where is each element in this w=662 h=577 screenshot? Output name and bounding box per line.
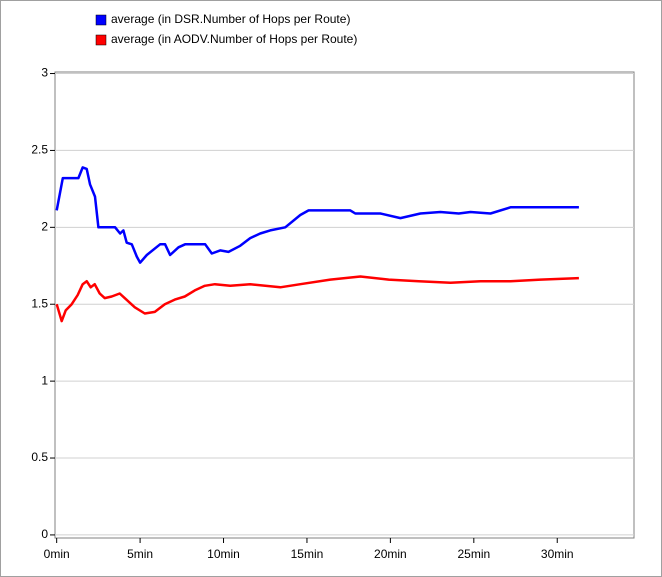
legend-label: average (in DSR.Number of Hops per Route…	[111, 12, 350, 26]
legend-label: average (in AODV.Number of Hops per Rout…	[111, 32, 357, 46]
y-tick-label: 1.5	[31, 296, 48, 310]
y-tick-label: 0.5	[31, 450, 48, 464]
x-tick-label: 0min	[44, 547, 70, 561]
y-tick-label: 2	[41, 220, 48, 234]
y-tick-label: 2.5	[31, 143, 48, 157]
series-line	[55, 275, 579, 323]
x-tick-label: 20min	[374, 547, 407, 561]
x-tick-label: 25min	[457, 547, 490, 561]
legend-swatch	[95, 34, 107, 46]
series-line	[55, 166, 579, 264]
x-tick-label: 15min	[291, 547, 324, 561]
y-tick-label: 0	[41, 527, 48, 541]
y-tick-label: 3	[41, 66, 48, 80]
legend-swatch	[95, 14, 107, 26]
plot-frame	[54, 71, 635, 539]
x-tick-label: 30min	[541, 547, 574, 561]
y-tick-label: 1	[41, 373, 48, 387]
x-tick-label: 10min	[207, 547, 240, 561]
x-tick-label: 5min	[127, 547, 153, 561]
